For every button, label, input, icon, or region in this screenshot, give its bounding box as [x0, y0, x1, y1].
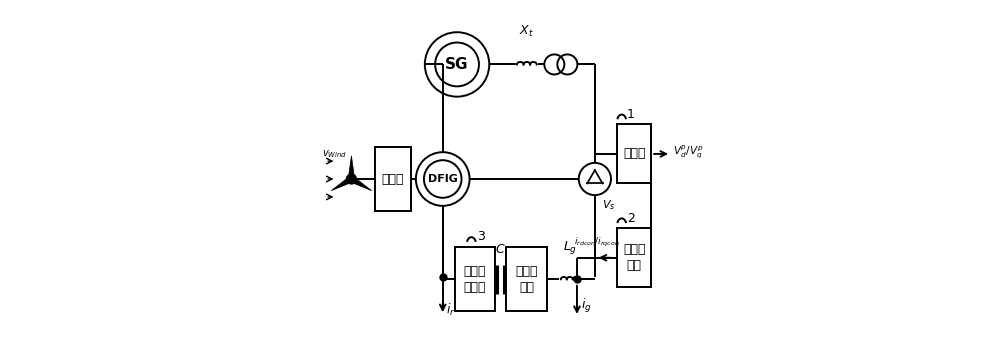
- Text: $v_{Wind}$: $v_{Wind}$: [322, 148, 347, 160]
- Text: SG: SG: [445, 57, 469, 72]
- Text: 齿轮箱: 齿轮箱: [381, 173, 404, 185]
- Text: 信号处
理器: 信号处 理器: [623, 243, 646, 272]
- Text: 网侧变
流器: 网侧变 流器: [516, 265, 538, 294]
- Text: $i_{rdcon}$/$i_{rqcon}$: $i_{rdcon}$/$i_{rqcon}$: [574, 236, 620, 249]
- Text: $V_s$: $V_s$: [602, 199, 616, 213]
- Polygon shape: [350, 176, 372, 191]
- Text: 2: 2: [627, 212, 635, 225]
- Text: $V_d^p$/$V_q^p$: $V_d^p$/$V_q^p$: [673, 144, 704, 161]
- Text: $C$: $C$: [495, 243, 506, 256]
- Text: 锁相环: 锁相环: [623, 147, 646, 160]
- Bar: [617, 125, 651, 184]
- Text: 1: 1: [627, 108, 635, 121]
- Bar: [375, 147, 411, 211]
- Bar: [506, 247, 547, 311]
- Text: $L_g$: $L_g$: [563, 239, 577, 256]
- Text: $i_r$: $i_r$: [446, 302, 456, 318]
- Text: $i_g$: $i_g$: [581, 297, 591, 315]
- Bar: [455, 247, 495, 311]
- Text: $X_t$: $X_t$: [519, 24, 534, 39]
- Polygon shape: [331, 176, 353, 191]
- Polygon shape: [348, 156, 355, 179]
- Text: 转子侧
变流器: 转子侧 变流器: [464, 265, 486, 294]
- Bar: [617, 228, 651, 287]
- Text: 3: 3: [477, 231, 485, 243]
- Text: DFIG: DFIG: [428, 174, 458, 184]
